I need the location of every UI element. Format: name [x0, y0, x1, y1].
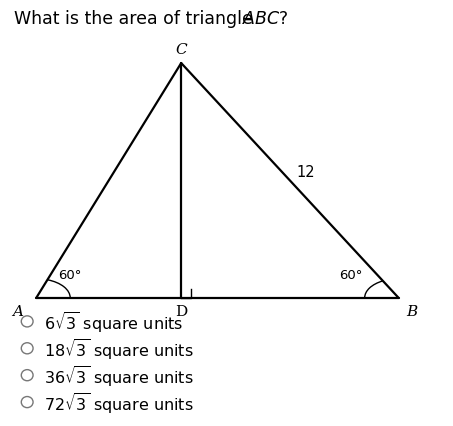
Text: $36\sqrt{3}$ square units: $36\sqrt{3}$ square units — [44, 363, 194, 388]
Text: $72\sqrt{3}$ square units: $72\sqrt{3}$ square units — [44, 390, 194, 414]
Text: $\mathit{ABC}$?: $\mathit{ABC}$? — [242, 10, 289, 28]
Text: 60°: 60° — [58, 268, 82, 281]
Text: B: B — [407, 304, 418, 318]
Text: What is the area of triangle: What is the area of triangle — [14, 10, 258, 28]
Text: A: A — [13, 304, 24, 318]
Text: 12: 12 — [296, 165, 315, 180]
Text: 60°: 60° — [339, 268, 363, 281]
Text: C: C — [175, 43, 187, 57]
Text: D: D — [175, 304, 188, 318]
Text: $6\sqrt{3}$ square units: $6\sqrt{3}$ square units — [44, 309, 184, 334]
Text: $18\sqrt{3}$ square units: $18\sqrt{3}$ square units — [44, 336, 194, 361]
